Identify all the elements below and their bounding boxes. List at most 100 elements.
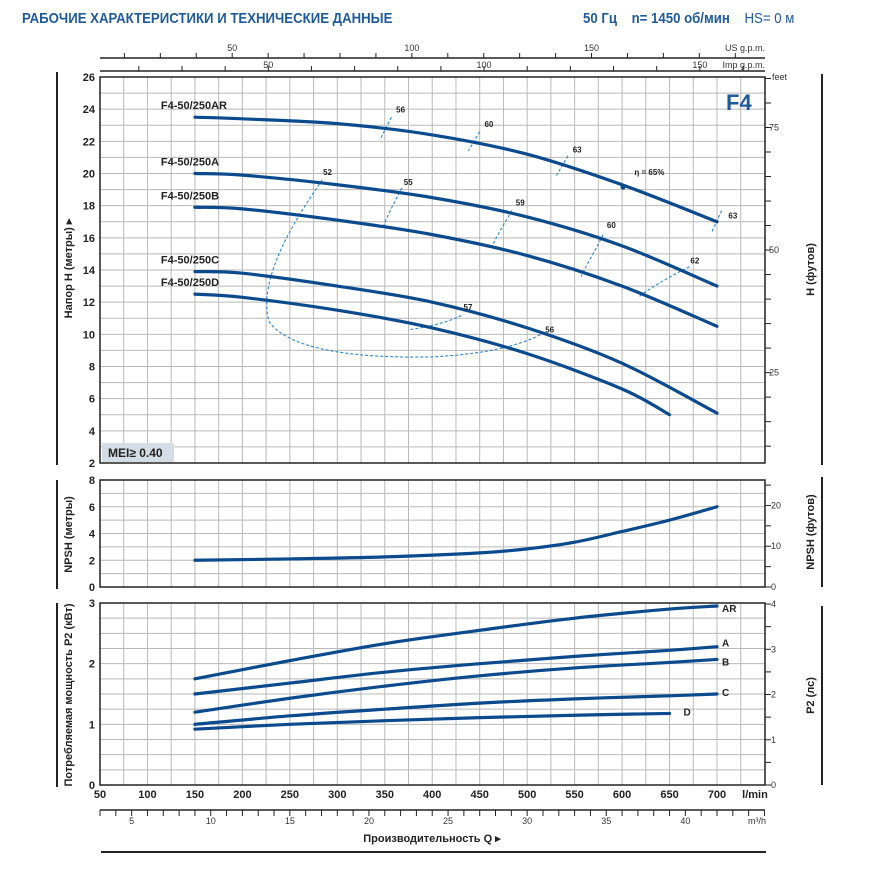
tick-label: 0 bbox=[771, 582, 776, 592]
tick-label: 8 bbox=[89, 475, 95, 487]
tick-label: 8 bbox=[89, 362, 95, 374]
axes: 2468101214161820222426024680123255075fee… bbox=[56, 43, 823, 853]
tick-label: 4 bbox=[771, 599, 776, 609]
efficiency-curve-57 bbox=[410, 314, 463, 331]
tick-label: 200 bbox=[233, 789, 251, 801]
efficiency-label: 63 bbox=[573, 146, 582, 155]
efficiency-curves bbox=[266, 116, 723, 358]
tick-label: 3 bbox=[771, 644, 776, 654]
frequency: 50 Гц bbox=[583, 10, 617, 27]
labels: F4-50/250AR F4-50/250A F4-50/250B F4-50/250… bbox=[102, 90, 752, 718]
axis-unit-label: l/min bbox=[742, 789, 768, 801]
power-curve-label: AR bbox=[722, 604, 737, 615]
series-badge: F4 bbox=[726, 90, 752, 115]
tick-label: 35 bbox=[601, 816, 611, 826]
curve-label: F4-50/250C bbox=[161, 255, 219, 267]
tick-label: 500 bbox=[518, 789, 536, 801]
tick-label: 150 bbox=[692, 60, 707, 70]
p2-axis-title: Потребляемая мощность P2 (кВт) bbox=[63, 603, 75, 786]
power-curve-ar bbox=[193, 604, 719, 681]
mei-badge: MEI≥ 0.40 bbox=[108, 446, 163, 460]
tick-label: 25 bbox=[769, 368, 779, 378]
tick-label: 75 bbox=[769, 123, 779, 133]
tick-label: 50 bbox=[769, 245, 779, 255]
tick-label: 22 bbox=[83, 136, 95, 148]
h-right-axis-title: H (футов) bbox=[805, 243, 817, 296]
head-curve-f4-50-250c bbox=[193, 269, 719, 415]
tick-label: 2 bbox=[89, 659, 95, 671]
axis-unit-label: m³/h bbox=[748, 816, 766, 826]
x-axis-title: Производительность Q ▸ bbox=[363, 833, 501, 845]
operating-params: 50 Гц n= 1450 об/мин HS= 0 м bbox=[583, 10, 794, 27]
tick-label: 24 bbox=[83, 104, 96, 116]
efficiency-curve-60 bbox=[580, 234, 604, 277]
power-curve-c bbox=[193, 692, 719, 726]
tick-label: 650 bbox=[660, 789, 678, 801]
tick-label: 6 bbox=[89, 502, 95, 514]
tick-label: 15 bbox=[285, 816, 295, 826]
tick-label: 10 bbox=[206, 816, 216, 826]
tick-label: 50 bbox=[227, 43, 237, 53]
tick-label: 1 bbox=[89, 719, 95, 731]
tick-label: 450 bbox=[471, 789, 489, 801]
power-curve-label: D bbox=[684, 707, 691, 718]
npsh-axis-title: NPSH (метры) bbox=[63, 496, 75, 573]
tick-label: 14 bbox=[83, 265, 96, 277]
curve-label: F4-50/250A bbox=[161, 157, 219, 169]
curve-label: F4-50/250AR bbox=[161, 100, 227, 112]
speed: n= 1450 об/мин bbox=[631, 10, 730, 27]
tick-label: 150 bbox=[186, 789, 204, 801]
power-curve-label: B bbox=[722, 657, 729, 668]
efficiency-tick-63 bbox=[555, 155, 569, 177]
tick-label: 1 bbox=[771, 735, 776, 745]
tick-label: 350 bbox=[376, 789, 394, 801]
power-curve-a bbox=[193, 645, 719, 696]
axis-unit-label: Imp g.p.m. bbox=[722, 60, 765, 70]
head-curve-f4-50-250b bbox=[193, 205, 719, 328]
npsh-curve bbox=[193, 505, 719, 562]
tick-label: 50 bbox=[94, 789, 106, 801]
plot-frame-np bbox=[99, 479, 766, 588]
tick-label: 0 bbox=[771, 780, 776, 790]
tick-label: 100 bbox=[477, 60, 492, 70]
tick-label: 10 bbox=[771, 541, 781, 551]
axis-unit-label: feet bbox=[772, 72, 788, 82]
head-curve-f4-50-250ar bbox=[193, 115, 719, 224]
efficiency-label: 59 bbox=[516, 199, 525, 208]
suction-head: HS= 0 м bbox=[744, 10, 795, 27]
curve-label: F4-50/250D bbox=[161, 277, 219, 289]
tick-label: 150 bbox=[584, 43, 599, 53]
plot-frame-h bbox=[99, 76, 766, 464]
h-axis-title: Напор H (метры) ▸ bbox=[63, 218, 75, 318]
mei-badge-bg bbox=[102, 443, 174, 462]
tick-label: 12 bbox=[83, 297, 95, 309]
efficiency-label: 56 bbox=[396, 105, 405, 114]
plot-frames bbox=[99, 76, 766, 786]
axis-unit-label: US g.p.m. bbox=[725, 43, 765, 53]
tick-label: 2 bbox=[89, 555, 95, 567]
tick-label: 10 bbox=[83, 329, 95, 341]
tick-label: 40 bbox=[680, 816, 690, 826]
tick-label: 300 bbox=[328, 789, 346, 801]
power-curve-b bbox=[193, 657, 719, 714]
page-title: РАБОЧИЕ ХАРАКТЕРИСТИКИ И ТЕХНИЧЕСКИЕ ДАН… bbox=[22, 10, 393, 27]
efficiency-label: η = 65% bbox=[634, 168, 664, 177]
efficiency-label: 57 bbox=[464, 303, 473, 312]
tick-label: 2 bbox=[771, 690, 776, 700]
tick-label: 18 bbox=[83, 201, 95, 213]
tick-label: 6 bbox=[89, 394, 95, 406]
p2-right-axis-title: P2 (лс) bbox=[805, 677, 817, 714]
npsh-right-axis-title: NPSH (футов) bbox=[805, 494, 817, 570]
efficiency-label: 60 bbox=[607, 221, 616, 230]
tick-label: 50 bbox=[263, 60, 273, 70]
efficiency-curve-59 bbox=[490, 210, 513, 250]
grid bbox=[100, 77, 765, 785]
curve-label: F4-50/250B bbox=[161, 190, 219, 202]
tick-label: 26 bbox=[83, 72, 95, 84]
tick-label: 25 bbox=[443, 816, 453, 826]
plot-frame-pw bbox=[99, 602, 766, 786]
efficiency-curve-52 bbox=[266, 179, 547, 358]
tick-label: 5 bbox=[129, 816, 134, 826]
tick-label: 20 bbox=[771, 500, 781, 510]
head-curve-f4-50-250d bbox=[193, 292, 672, 417]
